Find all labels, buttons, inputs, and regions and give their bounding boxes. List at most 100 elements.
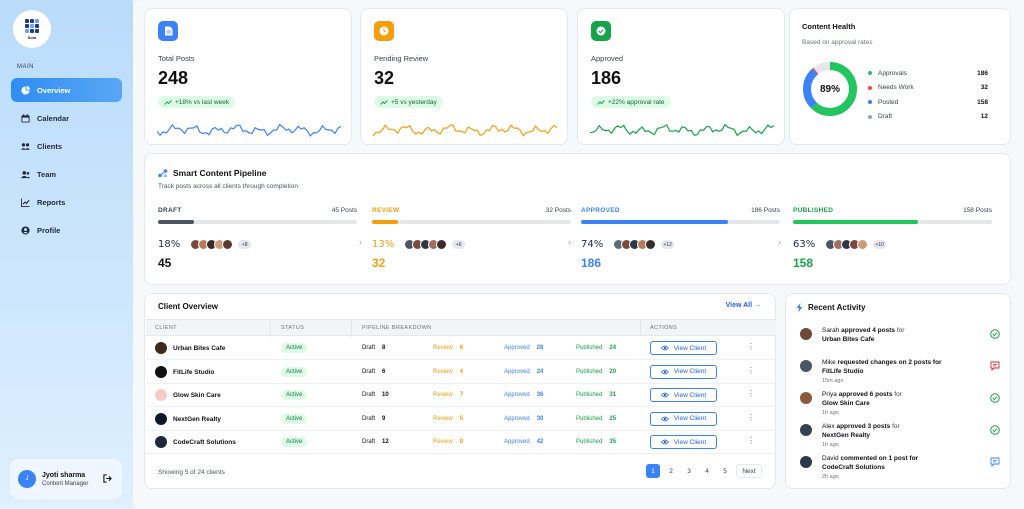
sidebar-item-reports[interactable]: Reports <box>11 190 122 214</box>
view-client-button[interactable]: View Client <box>650 435 717 449</box>
sidebar-item-team[interactable]: Team <box>11 162 122 186</box>
avatar <box>800 328 812 340</box>
page-1-button[interactable]: 1 <box>646 464 660 478</box>
activity-item[interactable]: Mike requested changes on 2 posts for Fi… <box>800 358 1000 388</box>
logo[interactable]: Solo <box>13 10 51 48</box>
view-client-button[interactable]: View Client <box>650 388 717 402</box>
eye-icon <box>660 369 669 374</box>
stat-trend-text: +22% approval rate <box>608 98 665 106</box>
sidebar-item-label: Overview <box>37 85 71 95</box>
sidebar-item-clients[interactable]: Clients <box>11 134 122 158</box>
column-header-actions: ACTIONS <box>650 325 678 331</box>
legend-value: 158 <box>977 98 988 106</box>
trend-up-icon <box>380 99 388 105</box>
chevron-right-icon: › <box>778 237 781 247</box>
published-count: Published 25 <box>576 415 617 422</box>
more-options-icon[interactable]: ⋮ <box>747 365 755 375</box>
user-card[interactable]: J Jyoti sharma Content Manager <box>10 459 122 499</box>
stat-title: Total Posts <box>158 54 195 63</box>
more-options-icon[interactable]: ⋮ <box>747 389 755 398</box>
approved-count: Approved 36 <box>504 392 544 398</box>
page-2-button[interactable]: 2 <box>669 467 673 475</box>
eye-icon <box>660 345 669 351</box>
page-5-button[interactable]: 5 <box>723 467 727 475</box>
column-header-status: STATUS <box>281 325 305 331</box>
more-options-icon[interactable]: ⋮ <box>747 342 755 351</box>
status-badge: Active <box>281 437 308 447</box>
sparkline-approved <box>590 123 774 137</box>
more-options-icon[interactable]: ⋮ <box>747 412 755 422</box>
stage-progress-bar <box>158 220 357 224</box>
table-row[interactable]: CodeCraft Solutions Active Draft 12 Review 8 A… <box>146 431 776 454</box>
stage-count: 45 Posts <box>331 207 357 214</box>
view-client-button[interactable]: View Client <box>650 364 717 379</box>
legend-value: 32 <box>980 84 988 92</box>
users-icon <box>21 142 30 151</box>
pie-chart-icon <box>21 85 30 95</box>
calendar-icon <box>21 113 30 123</box>
trend-up-icon <box>164 99 172 105</box>
approved-count: Approved 28 <box>504 345 544 351</box>
activity-item[interactable]: David commented on 1 post for CodeCraft … <box>800 454 1000 484</box>
sparkline-pending-review <box>373 124 557 137</box>
sidebar-item-calendar[interactable]: Calendar <box>11 106 122 130</box>
next-page-button[interactable]: Next <box>736 464 762 478</box>
more-avatars-badge: +12 <box>661 240 675 249</box>
view-client-label: View Client <box>673 368 707 375</box>
page-4-button[interactable]: 4 <box>705 467 709 475</box>
client-name: Glow Skin Care <box>173 392 221 399</box>
page-3-button[interactable]: 3 <box>687 467 691 475</box>
activity-item[interactable]: Sarah approved 4 posts for Urban Bites Ca… <box>800 326 1000 356</box>
more-avatars-badge: +10 <box>873 240 887 249</box>
stat-trend: +18% vs last week <box>158 96 236 108</box>
sidebar-item-overview[interactable]: Overview <box>11 78 122 102</box>
avatar <box>800 424 812 436</box>
status-badge: Active <box>281 343 308 353</box>
table-row[interactable]: Glow Skin Care Active Draft 10 Review 7 Approv… <box>146 384 776 407</box>
more-options-icon[interactable]: ⋮ <box>747 436 755 445</box>
client-name: CodeCraft Solutions <box>173 439 236 446</box>
stage-percent: 74% <box>581 239 604 250</box>
legend-draft: Draft 12 <box>868 110 988 125</box>
pipeline-stage-draft[interactable]: DRAFT 45 Posts 18% +8 45 <box>158 207 357 270</box>
view-all-link[interactable]: View All → <box>725 302 761 309</box>
activity-text: Priya approved 6 posts for Glow Skin Care… <box>822 391 902 416</box>
pipeline-stage-published[interactable]: PUBLISHED 158 Posts 63% +10 158 <box>793 207 992 270</box>
legend-posted: Posted 158 <box>868 95 988 110</box>
activity-text: Alex approved 3 posts for NextGen Realty 1… <box>822 423 900 448</box>
team-icon <box>21 170 30 179</box>
stage-count: 32 Posts <box>545 207 571 214</box>
activity-status-icon <box>990 361 1000 373</box>
stat-value: 186 <box>591 68 622 88</box>
more-avatars-badge: +8 <box>238 240 252 249</box>
stage-progress-fill <box>581 220 729 224</box>
activity-item[interactable]: Alex approved 3 posts for NextGen Realty 1… <box>800 422 1000 452</box>
published-count: Published 31 <box>576 392 617 398</box>
table-row[interactable]: NextGen Realty Active Draft 9 Review 5 Approve… <box>146 408 776 431</box>
view-client-button[interactable]: View Client <box>650 341 717 355</box>
changes-requested-icon <box>990 361 1000 372</box>
stat-card-approved: Approved 186 +22% approval rate <box>577 8 785 145</box>
legend-dot <box>868 114 872 119</box>
client-logo <box>155 365 167 378</box>
draft-count: Draft 12 <box>362 439 389 445</box>
sidebar-item-profile[interactable]: Profile <box>11 218 122 242</box>
view-client-label: View Client <box>673 391 707 399</box>
pipeline-stage-review[interactable]: REVIEW 32 Posts 13% +6 32 <box>372 207 571 270</box>
activity-status-icon <box>990 393 1000 405</box>
review-count: Review 8 <box>433 439 464 445</box>
client-overview-title: Client Overview <box>158 302 219 311</box>
activity-item[interactable]: Priya approved 6 posts for Glow Skin Care… <box>800 390 1000 420</box>
sidebar-item-label: Profile <box>37 225 61 235</box>
avatar <box>645 239 657 250</box>
table-row[interactable]: Urban Bites Cafe Active Draft 8 Review 6 Appro… <box>146 337 776 360</box>
view-client-button[interactable]: View Client <box>650 411 717 426</box>
logout-icon[interactable] <box>103 474 112 485</box>
stat-value: 248 <box>158 68 189 88</box>
check-circle-icon <box>990 425 1000 435</box>
sidebar: Solo MAIN Overview Calendar Clients <box>0 0 133 509</box>
document-icon <box>158 21 178 41</box>
table-row[interactable]: FitLife Studio Active Draft 6 Review 4 Approve… <box>146 361 776 384</box>
pipeline-stage-approved[interactable]: APPROVED 186 Posts 74% +12 186 <box>581 207 780 270</box>
stage-number: 32 <box>372 256 386 270</box>
